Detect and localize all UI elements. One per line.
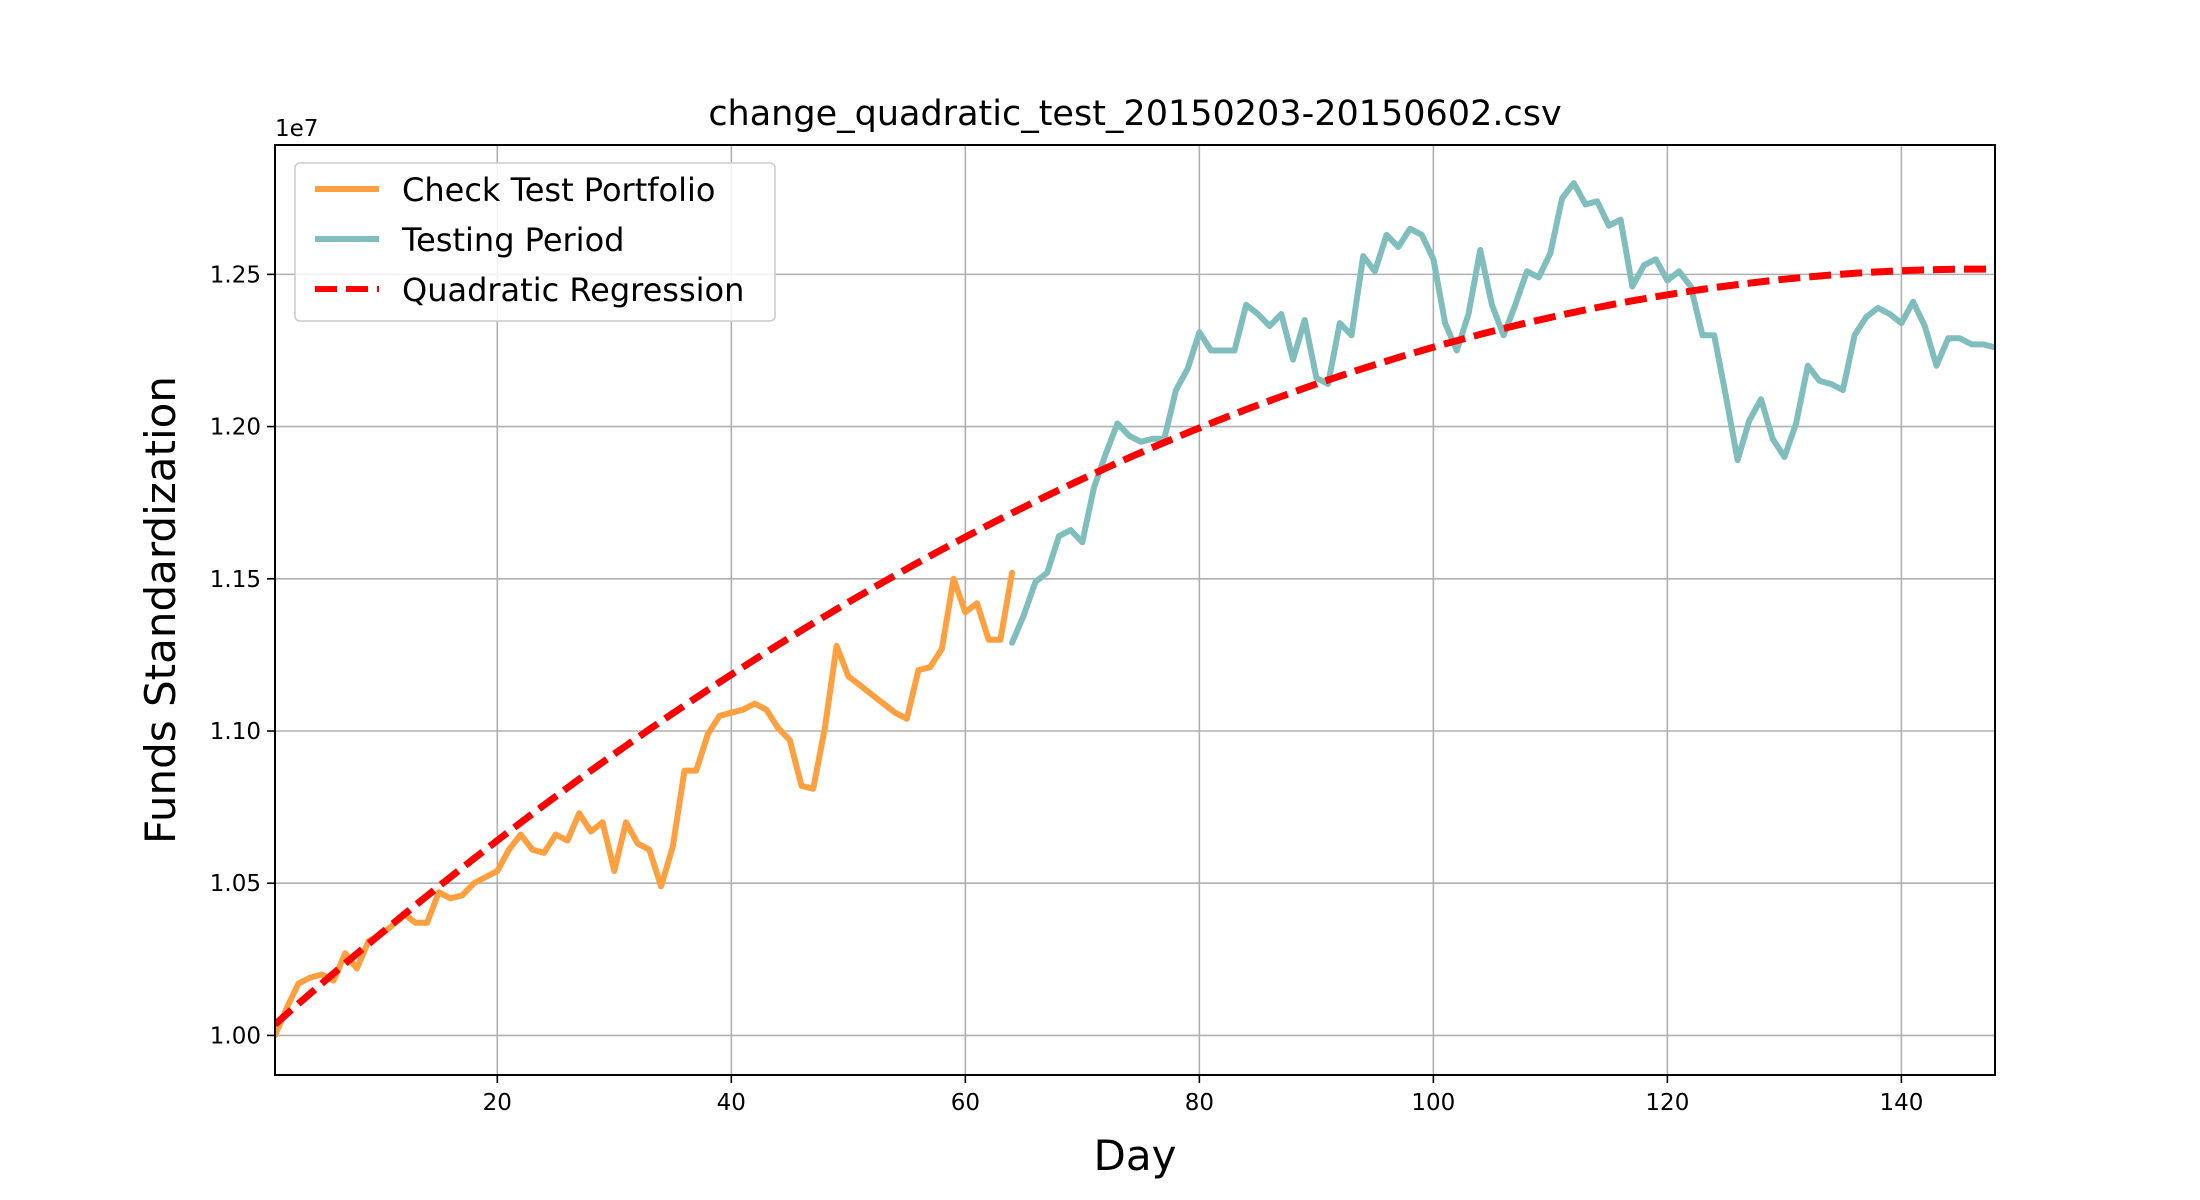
chart-title: change_quadratic_test_20150203-20150602.…	[708, 94, 1561, 134]
legend-label-testing-period: Testing Period	[401, 221, 624, 259]
y-tick-label: 1.00	[210, 1023, 261, 1049]
x-tick-label: 140	[1879, 1090, 1923, 1116]
y-tick-label: 1.20	[210, 415, 261, 441]
y-tick-label: 1.05	[210, 871, 261, 897]
legend-box	[294, 162, 776, 322]
x-tick-label: 60	[951, 1090, 980, 1116]
legend-label-check-test-portfolio: Check Test Portfolio	[402, 171, 715, 209]
legend-label-quadratic-regression: Quadratic Regression	[402, 271, 744, 309]
ticks: 20 40 60 80 100 120 140 1.00 1.05 1.10 1.15 1.20 1.2…	[210, 262, 1924, 1116]
y-tick-label: 1.15	[210, 567, 261, 593]
series-line-quadratic-regression	[275, 265, 1995, 1028]
x-tick-label: 120	[1645, 1090, 1689, 1116]
series-layer	[275, 180, 1995, 1039]
series-line-testing-period	[1009, 180, 1995, 646]
x-axis-title: Day	[1094, 1131, 1177, 1180]
y-tick-label: 1.25	[210, 262, 261, 288]
x-tick-label: 40	[717, 1090, 746, 1116]
y-offset-label: 1e7	[275, 116, 318, 142]
plot-frame	[274, 144, 1996, 1076]
x-tick-label: 20	[483, 1090, 512, 1116]
legend: Check Test Portfolio Testing Period Quad…	[294, 162, 776, 322]
y-tick-label: 1.10	[210, 719, 261, 745]
x-tick-label: 80	[1185, 1090, 1214, 1116]
x-tick-label: 100	[1411, 1090, 1455, 1116]
y-axis-title: Funds Standardization	[136, 376, 185, 844]
